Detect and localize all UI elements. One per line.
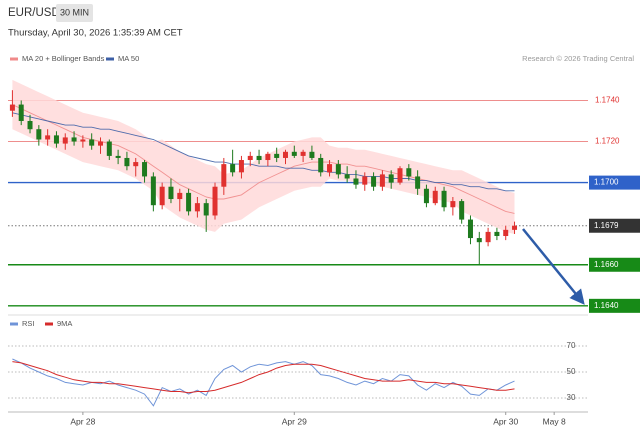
chart-title: EUR/USD — [8, 7, 60, 19]
candle-body — [512, 225, 518, 230]
candle-body — [150, 176, 156, 206]
candle-body — [247, 155, 253, 161]
candle-body — [256, 155, 262, 161]
candle-body — [353, 178, 359, 185]
candle-body — [450, 201, 456, 208]
candle-body — [177, 192, 183, 200]
candle-body — [62, 137, 68, 144]
candle-body — [265, 153, 271, 161]
candle-body — [203, 203, 209, 216]
indicator-line — [12, 361, 515, 394]
candle-body — [212, 186, 218, 216]
candle-body — [335, 164, 341, 175]
candle-body — [186, 192, 192, 212]
candle-body — [467, 219, 473, 239]
level-label: 1.1640 — [594, 301, 619, 310]
candle-body — [344, 174, 350, 179]
candle-body — [371, 176, 377, 187]
candle-body — [45, 135, 51, 140]
candle-body — [309, 151, 315, 158]
candle-body — [406, 168, 412, 177]
candle-body — [494, 231, 500, 237]
candle-body — [300, 151, 306, 156]
candle-body — [379, 174, 385, 187]
candle-body — [142, 162, 148, 177]
candle-body — [194, 203, 200, 212]
candle-body — [441, 190, 447, 208]
candle-body — [71, 137, 77, 142]
candle-body — [124, 157, 130, 167]
candle-body — [97, 141, 103, 146]
level-box — [589, 298, 640, 313]
candle-body — [80, 139, 86, 142]
candle-body — [274, 153, 280, 158]
y-tick-label: 50 — [567, 367, 576, 376]
candle-body — [388, 174, 394, 183]
level-box — [589, 175, 640, 190]
y-tick-label: 70 — [567, 341, 576, 350]
candle-body — [238, 160, 244, 173]
level-label: 1.1660 — [594, 260, 619, 269]
candle-body — [115, 155, 121, 158]
candle-body — [327, 164, 333, 173]
candle-body — [133, 162, 139, 167]
candle-body — [318, 157, 324, 173]
trend-arrow — [522, 228, 585, 305]
candle-body — [221, 164, 227, 187]
level-label: 1.1720 — [595, 137, 620, 146]
level-label: 1.1679 — [594, 221, 619, 230]
candle-body — [27, 120, 33, 130]
legend-label: MA 50 — [118, 54, 139, 63]
candle-body — [282, 151, 288, 158]
plot: MA 20 + Bollinger Bands MA 50 1.1740 1.1720… — [8, 54, 640, 426]
timeframe-badge — [56, 4, 93, 22]
legend-label: 9MA — [57, 319, 72, 328]
candle-body — [168, 186, 174, 200]
candle-body — [106, 141, 112, 156]
bollinger-band — [12, 79, 515, 235]
candle-body — [36, 129, 42, 140]
timeframe: 30 MIN — [60, 7, 89, 17]
x-tick-label: May 8 — [543, 416, 566, 426]
source: Research © 2026 Trading Central — [522, 54, 634, 63]
candle-body — [476, 238, 482, 243]
x-tick-label: Apr 30 — [493, 416, 518, 426]
candle-body — [397, 168, 403, 183]
candle-body — [53, 135, 59, 144]
subtitle: Thursday, April 30, 2026 1:35:39 AM CET — [8, 28, 183, 39]
candle-body — [159, 186, 165, 206]
candle-body — [415, 176, 421, 189]
level-box — [589, 218, 640, 233]
legend-label: RSI — [22, 319, 35, 328]
candle-body — [362, 176, 368, 185]
candle-body — [230, 164, 236, 173]
candle-body — [291, 151, 297, 156]
level-box — [589, 257, 640, 272]
legend-label: MA 20 + Bollinger Bands — [22, 54, 105, 63]
candle-body — [18, 104, 24, 121]
candle-body — [459, 201, 465, 220]
candle-body — [423, 188, 429, 204]
level-label: 1.1740 — [595, 96, 620, 105]
indicator-line — [12, 358, 515, 407]
candle-body — [485, 231, 491, 243]
y-tick-label: 30 — [567, 393, 576, 402]
ma-line — [12, 112, 515, 192]
level-label: 1.1700 — [594, 178, 619, 187]
candle-body — [9, 104, 15, 111]
x-tick-label: Apr 28 — [70, 416, 95, 426]
candle-body — [432, 190, 438, 204]
x-tick-label: Apr 29 — [282, 416, 307, 426]
candle-body — [503, 229, 509, 237]
candle-body — [89, 139, 95, 146]
